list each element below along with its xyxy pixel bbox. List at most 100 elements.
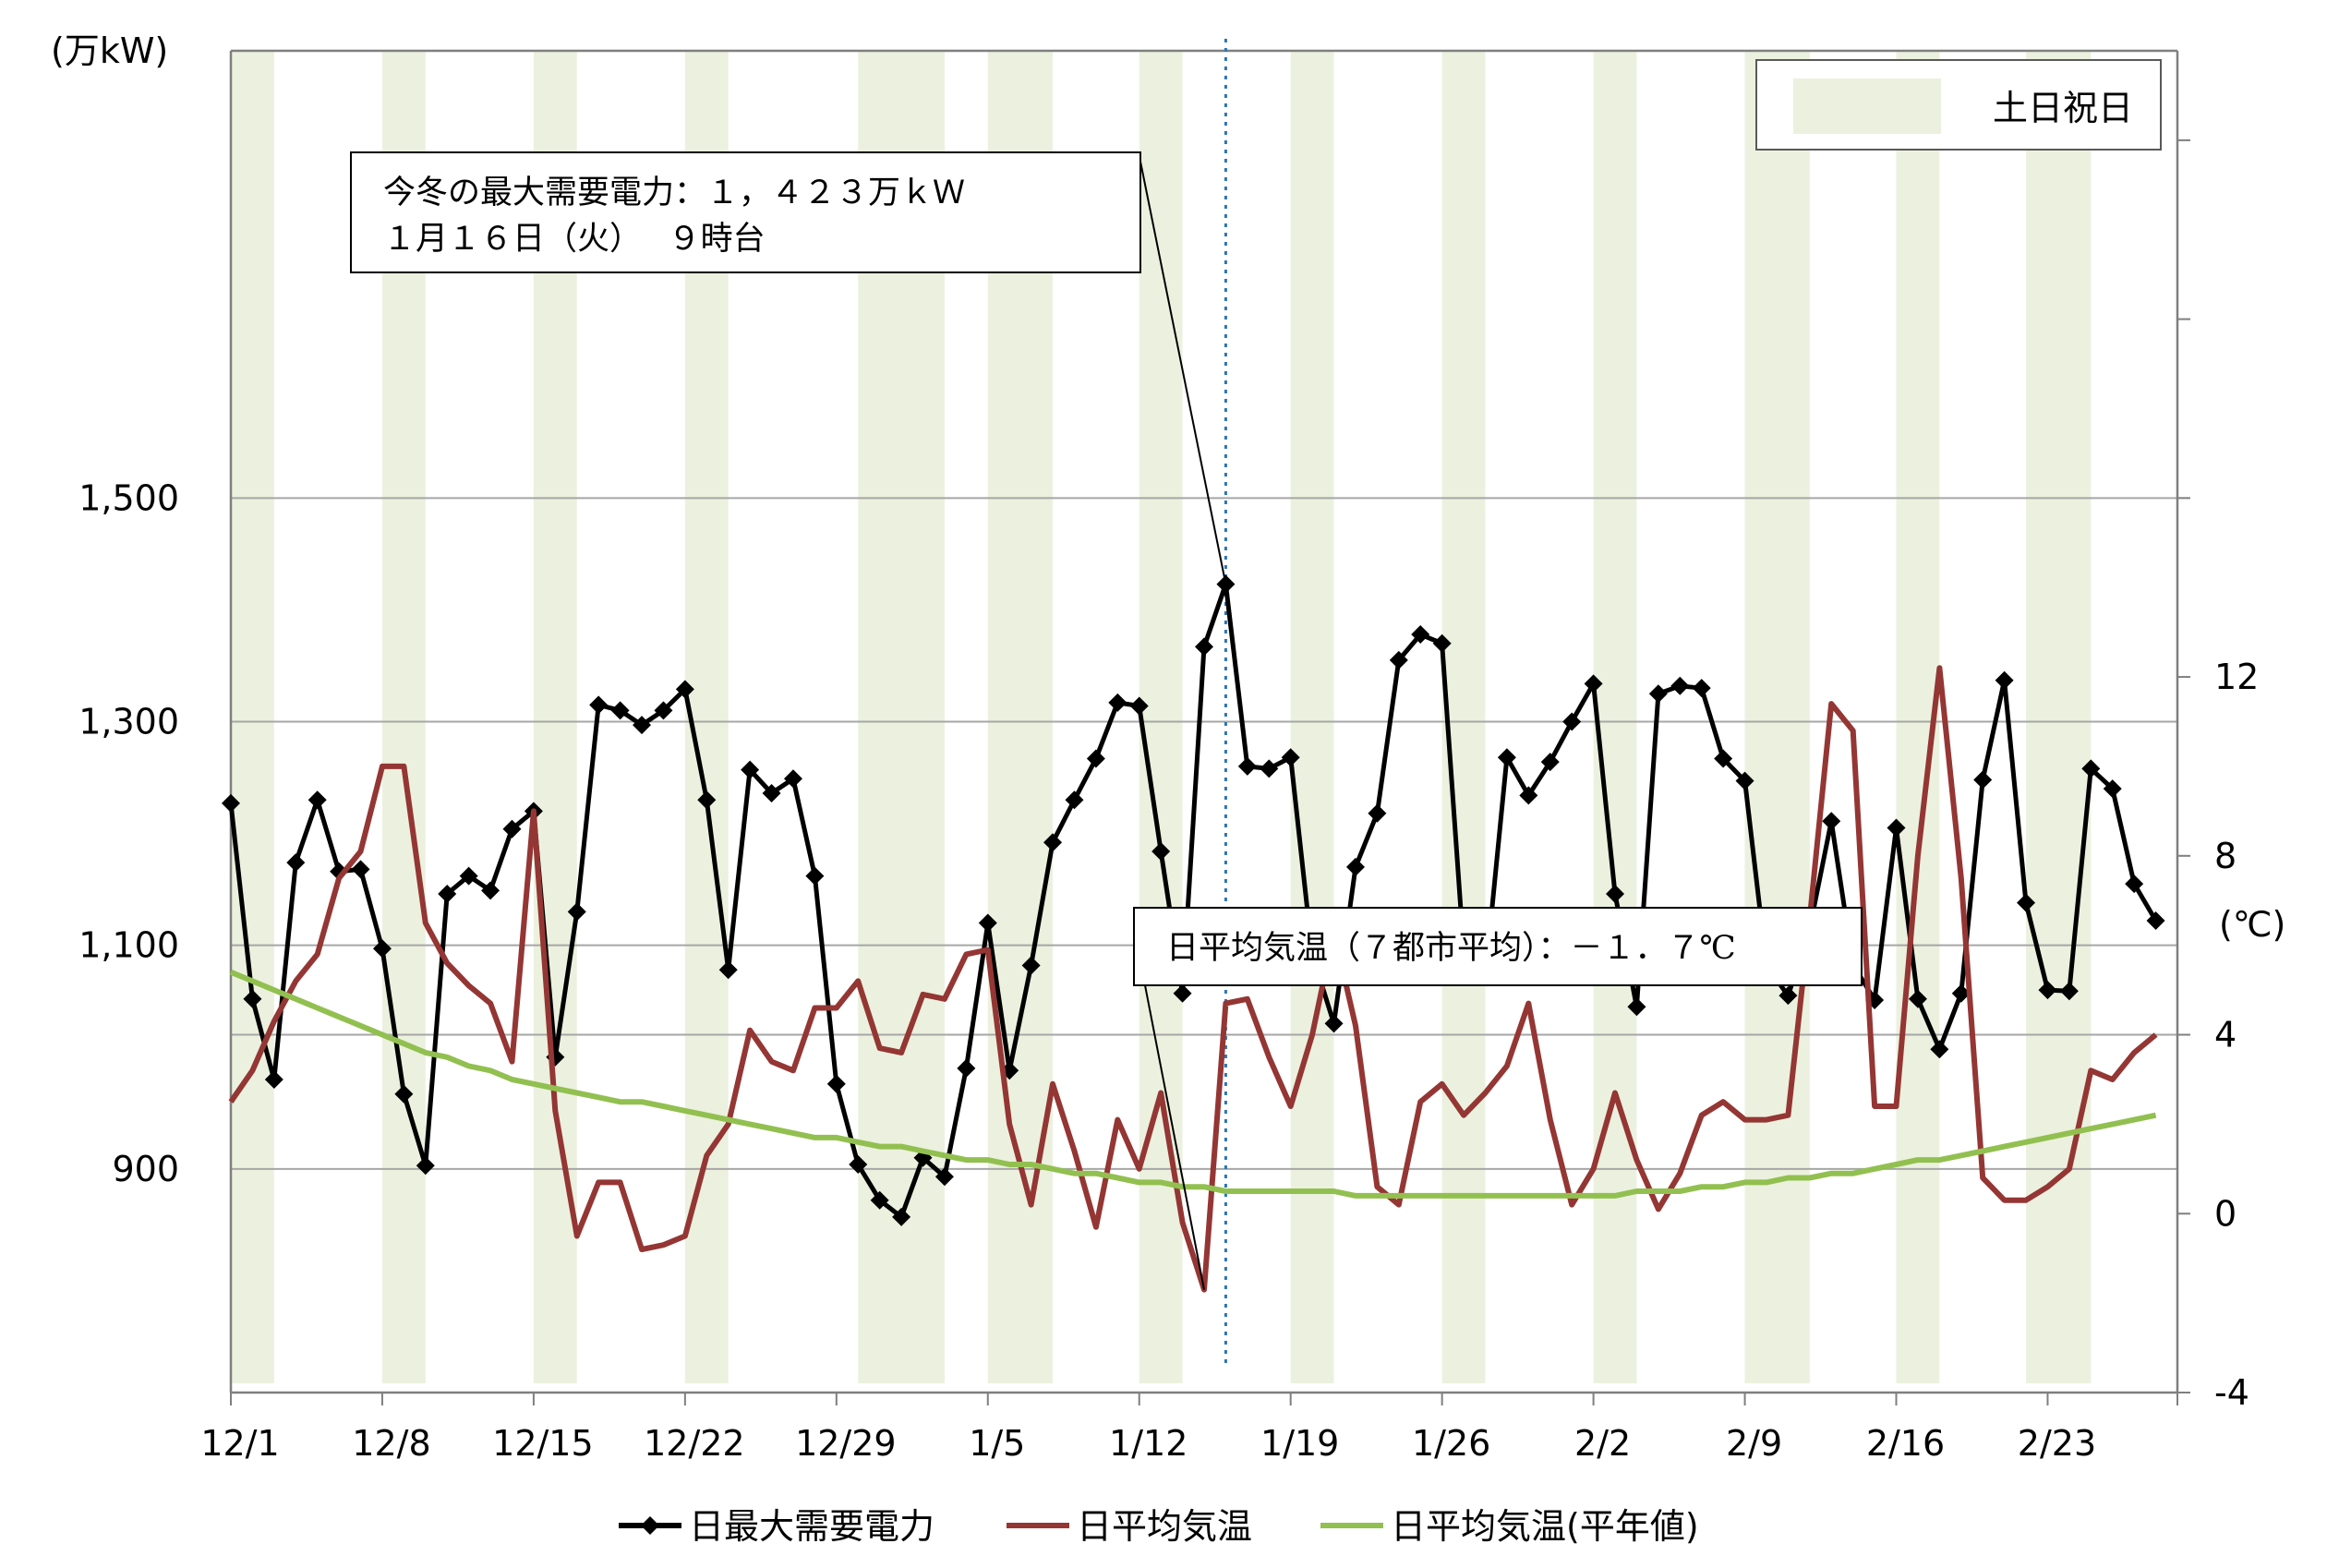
weekend-legend-label: 土日祝日 (1993, 88, 2133, 128)
data-point (1086, 749, 1105, 768)
data-point (1411, 625, 1430, 645)
data-point (394, 1084, 414, 1104)
weekend-band (1139, 51, 1183, 1383)
data-point (1065, 790, 1084, 810)
data-point (957, 1058, 976, 1078)
x-tick-label: 1/12 (1109, 1423, 1188, 1464)
data-point (1887, 818, 1906, 838)
data-point (307, 790, 327, 810)
data-point (1735, 771, 1754, 790)
data-point (826, 1074, 846, 1093)
data-point (1822, 812, 1841, 831)
annotation-text: 日平均気温（７都市平均）：－１．７℃ (1166, 930, 1736, 967)
data-point (718, 960, 738, 980)
x-tick-label: 12/15 (492, 1423, 594, 1464)
x-tick-label: 1/5 (969, 1423, 1025, 1464)
data-point (2103, 779, 2122, 799)
left-tick-label: 1,500 (78, 477, 179, 518)
data-point (1692, 679, 1711, 698)
data-point (372, 939, 392, 959)
data-point (805, 866, 825, 886)
right-tick-label: 8 (2214, 836, 2237, 876)
annotation-box (350, 151, 1141, 273)
right-tick-label: 0 (2214, 1193, 2237, 1234)
data-point (1562, 712, 1582, 731)
x-tick-label: 12/8 (352, 1423, 430, 1464)
left-axis-unit: (万kW) (51, 30, 168, 71)
data-point (610, 701, 630, 720)
data-point (741, 760, 760, 779)
data-point (2125, 874, 2144, 894)
data-point (438, 884, 457, 903)
annotation-text: 今冬の最大需要電力：１，４２３万ｋＷ (383, 175, 965, 211)
data-point (633, 716, 652, 735)
data-point (1021, 956, 1041, 975)
series-line-1 (228, 665, 2158, 1293)
data-point (1540, 753, 1560, 772)
x-tick-label: 2/23 (2018, 1423, 2096, 1464)
annotation-box (1133, 907, 1863, 986)
data-point (1324, 1014, 1344, 1033)
data-point (1389, 650, 1408, 669)
data-point (1930, 1040, 1949, 1059)
data-point (2059, 982, 2079, 1001)
data-point (416, 1156, 435, 1176)
annotation-leader (1144, 984, 1205, 1290)
data-point (1995, 670, 2014, 690)
legend-marker (641, 1516, 659, 1535)
x-tick-label: 12/1 (200, 1423, 279, 1464)
data-point (1195, 637, 1213, 657)
data-point (675, 680, 694, 699)
data-point (2017, 893, 2036, 912)
data-point (1627, 997, 1646, 1017)
x-tick-label: 12/29 (795, 1423, 897, 1464)
data-point (351, 860, 370, 879)
x-tick-label: 12/22 (644, 1423, 745, 1464)
gridlines (231, 497, 2177, 1170)
x-tick-label: 2/9 (1726, 1423, 1782, 1464)
left-tick-label: 1,300 (78, 702, 179, 742)
data-point (1606, 884, 1625, 903)
data-point (1281, 748, 1300, 767)
weekend-band (2026, 51, 2092, 1383)
data-point (1648, 684, 1668, 704)
data-point (1345, 857, 1365, 876)
data-point (892, 1207, 911, 1226)
annotations: 今冬の最大需要電力：１，４２３万ｋＷ １月１６日（火） ９時台日平均気温（７都市平… (350, 151, 1863, 1290)
right-tick-label: -4 (2214, 1372, 2249, 1413)
data-point (697, 790, 717, 810)
data-point (1151, 841, 1171, 861)
data-point (1173, 983, 1192, 1003)
data-point (481, 881, 500, 900)
weekend-band (1593, 51, 1637, 1383)
data-point (1129, 696, 1149, 716)
data-point (1973, 770, 1993, 790)
data-point (567, 902, 586, 922)
data-point (783, 769, 802, 789)
legend-label-2: 日平均気温(平年値) (1391, 1506, 1699, 1547)
data-point (762, 783, 781, 802)
data-point (1519, 786, 1538, 805)
right-tick-label: 4 (2214, 1015, 2237, 1055)
data-point (1908, 989, 1927, 1008)
series-legend: 日最大需要電力 日平均気温 日平均気温(平年値) (619, 1506, 1699, 1547)
data-point (1497, 748, 1516, 767)
weekend-band (1744, 51, 1810, 1383)
series-line-0 (228, 582, 2158, 1220)
series-line-2 (229, 969, 2157, 1199)
right-axis-unit: (℃) (2219, 904, 2285, 945)
x-tick-label: 1/19 (1260, 1423, 1339, 1464)
data-point (1951, 983, 1971, 1003)
data-point (978, 913, 997, 933)
weekend-legend: 土日祝日 (1755, 59, 2162, 151)
data-point (1237, 756, 1257, 776)
data-point (1778, 986, 1798, 1006)
data-point (222, 793, 240, 813)
left-tick-label: 900 (112, 1149, 179, 1189)
data-point (1260, 759, 1279, 778)
data-point (243, 989, 262, 1008)
data-point (264, 1069, 283, 1089)
data-point (1368, 803, 1387, 823)
data-point (1108, 693, 1127, 712)
